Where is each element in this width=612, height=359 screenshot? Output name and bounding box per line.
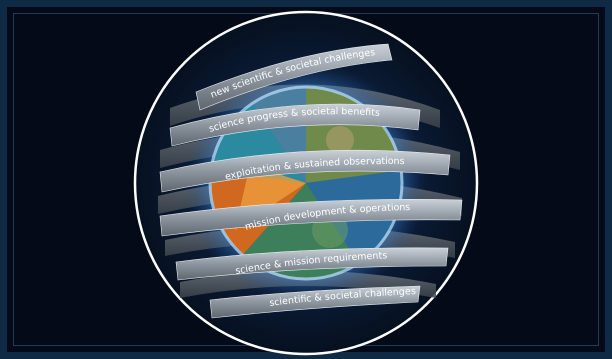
ribbon-6 — [209, 285, 421, 319]
ribbon-2 — [169, 103, 421, 147]
ribbon-5 — [175, 247, 449, 281]
spiral-ribbons — [159, 43, 463, 319]
ribbon-3 — [159, 149, 451, 193]
ribbon-1 — [195, 43, 393, 111]
ribbon-4 — [159, 199, 463, 237]
